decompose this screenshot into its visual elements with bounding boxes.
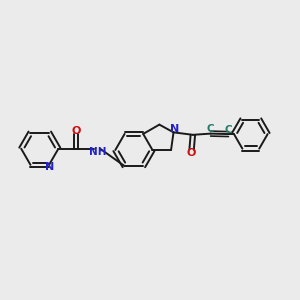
Text: NH: NH bbox=[89, 147, 107, 157]
Text: O: O bbox=[71, 126, 81, 136]
Text: C: C bbox=[225, 124, 232, 135]
Text: N: N bbox=[170, 124, 179, 134]
Text: N: N bbox=[45, 162, 54, 172]
Text: C: C bbox=[207, 124, 214, 134]
Text: O: O bbox=[187, 148, 196, 158]
